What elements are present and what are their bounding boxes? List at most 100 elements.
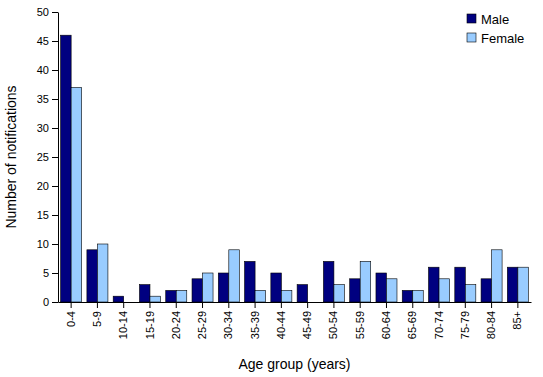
tick-mark: [149, 302, 150, 308]
tick: 50: [37, 6, 58, 18]
tick-mark: [52, 99, 58, 100]
tick-mark: [52, 302, 58, 303]
tick-mark: [176, 302, 177, 308]
tick: 85+: [511, 302, 523, 330]
bar: [97, 244, 108, 302]
tick-mark: [123, 302, 124, 308]
tick-label: 40-44: [275, 311, 287, 339]
tick-mark: [439, 302, 440, 308]
tick-label: 50-54: [327, 311, 339, 339]
tick: 30: [37, 122, 58, 134]
tick: 40-44: [275, 302, 287, 339]
bars: [61, 35, 529, 302]
bar: [334, 285, 345, 302]
tick: 40: [37, 64, 58, 76]
tick: 10-14: [117, 302, 129, 339]
tick: 75-79: [459, 302, 471, 339]
bar: [71, 87, 82, 302]
tick-label: 30-34: [222, 311, 234, 339]
tick-label: 5: [43, 267, 49, 279]
legend-swatch: [467, 14, 476, 23]
tick-label: 85+: [511, 311, 523, 330]
legend-label: Female: [481, 31, 524, 46]
tick-label: 60-64: [380, 311, 392, 339]
bar: [124, 302, 135, 303]
bar: [413, 290, 424, 302]
tick: 15-19: [143, 302, 155, 339]
tick-label: 70-74: [433, 311, 445, 339]
tick-label: 80-84: [485, 311, 497, 339]
legend-swatch: [467, 33, 476, 42]
bar: [176, 290, 187, 302]
tick: 0-4: [65, 302, 77, 327]
tick-mark: [52, 244, 58, 245]
tick: 20-24: [170, 302, 182, 339]
bar: [150, 296, 161, 302]
bar: [271, 273, 282, 302]
bar: [255, 290, 266, 302]
legend-item: Male: [467, 12, 509, 27]
bar: [465, 285, 476, 302]
tick-label: 75-79: [459, 311, 471, 339]
axis-line: [58, 13, 59, 303]
tick-label: 25: [37, 151, 49, 163]
tick: 30-34: [222, 302, 234, 339]
bar: [360, 261, 371, 302]
bar: [518, 267, 529, 302]
tick-label: 35-39: [249, 311, 261, 339]
tick: 45: [37, 35, 58, 47]
bar: [203, 273, 214, 302]
tick-mark: [52, 41, 58, 42]
y-axis-title: Number of notifications: [3, 85, 19, 228]
bar: [402, 290, 413, 302]
tick: 55-59: [354, 302, 366, 339]
bar: [323, 261, 334, 302]
tick-mark: [517, 302, 518, 308]
bar: [308, 302, 319, 303]
chart: 051015202530354045500-45-910-1415-1920-2…: [0, 0, 543, 377]
tick-label: 15-19: [143, 311, 155, 339]
tick: 20: [37, 180, 58, 192]
tick-label: 0: [43, 296, 49, 308]
legend-label: Male: [481, 12, 509, 27]
tick-label: 45: [37, 35, 49, 47]
tick: 25: [37, 151, 58, 163]
tick: 80-84: [485, 302, 497, 339]
tick-mark: [412, 302, 413, 308]
bar: [281, 290, 292, 302]
legend-item: Female: [467, 31, 524, 46]
series: [71, 87, 528, 302]
tick: 5: [43, 267, 58, 279]
tick-mark: [255, 302, 256, 308]
tick: 70-74: [433, 302, 445, 339]
y-axis: 0 5 10 15 20 25 30 35 40 45 50: [37, 6, 59, 308]
bar: [87, 250, 98, 302]
tick-label: 20-24: [170, 311, 182, 339]
bar: [166, 290, 177, 302]
tick-label: 10-14: [117, 311, 129, 339]
bar: [376, 273, 387, 302]
tick-mark: [228, 302, 229, 308]
tick-label: 50: [37, 6, 49, 18]
bar: [386, 279, 397, 302]
tick-mark: [71, 302, 72, 308]
bar: [439, 279, 450, 302]
bar: [229, 250, 240, 302]
tick-label: 15: [37, 209, 49, 221]
tick: 35: [37, 93, 58, 105]
bar: [192, 279, 203, 302]
tick-mark: [307, 302, 308, 308]
tick-label: 25-29: [196, 311, 208, 339]
tick-mark: [52, 12, 58, 13]
tick: 50-54: [327, 302, 339, 339]
tick: 0: [43, 296, 58, 308]
tick-mark: [52, 186, 58, 187]
tick: 60-64: [380, 302, 392, 339]
tick-label: 40: [37, 64, 49, 76]
tick-mark: [465, 302, 466, 308]
plot: 051015202530354045500-45-910-1415-1920-2…: [37, 6, 532, 339]
tick-label: 10: [37, 238, 49, 250]
x-axis-title: Age group (years): [238, 356, 350, 372]
tick: 45-49: [301, 302, 313, 339]
bar: [507, 267, 518, 302]
